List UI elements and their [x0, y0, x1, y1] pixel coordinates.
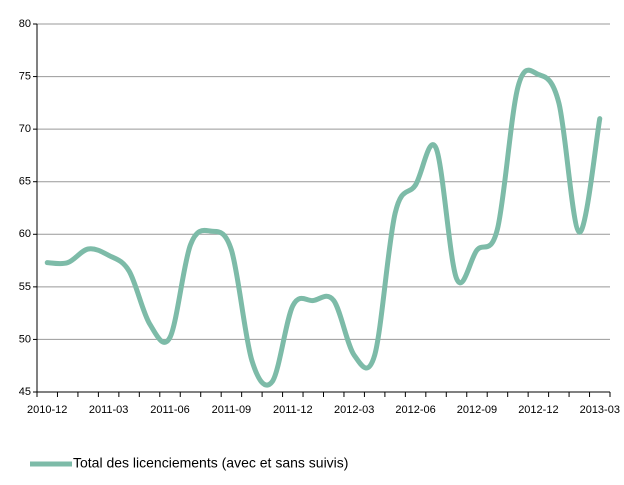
series-line [44, 67, 603, 388]
y-tick-label: 55 [19, 281, 31, 293]
x-tick-label: 2011-09 [212, 404, 252, 416]
x-tick-label: 2011-03 [89, 404, 129, 416]
y-tick-label: 75 [19, 70, 31, 82]
x-tick-label: 2012-06 [395, 404, 435, 416]
y-tick-label: 45 [19, 386, 31, 398]
x-tick-label: 2012-12 [518, 404, 558, 416]
x-tick-label: 2011-06 [150, 404, 190, 416]
legend-label: Total des licenciements (avec et sans su… [73, 455, 348, 471]
x-tick-label: 2012-03 [334, 404, 374, 416]
y-tick-label: 65 [19, 176, 31, 188]
y-tick-label: 50 [19, 333, 31, 345]
x-tick-label: 2013-03 [580, 404, 620, 416]
x-tick-label: 2012-09 [457, 404, 497, 416]
y-tick-label: 60 [19, 228, 31, 240]
y-tick-label: 80 [19, 18, 31, 30]
y-tick-label: 70 [19, 123, 31, 135]
x-tick-label: 2011-12 [273, 404, 313, 416]
x-tick-label: 2010-12 [27, 404, 67, 416]
